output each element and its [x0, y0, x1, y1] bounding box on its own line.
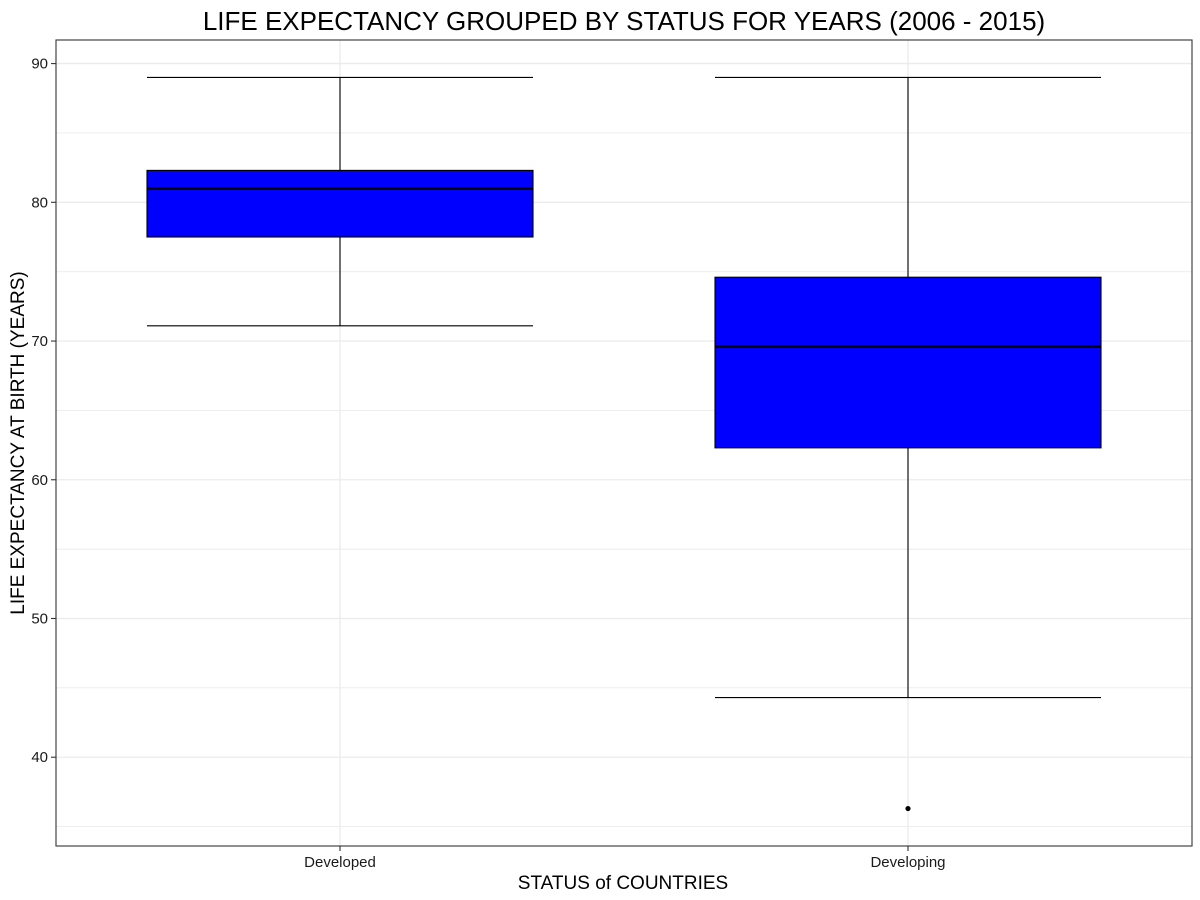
y-tick-label: 80 [31, 194, 48, 211]
outlier-point [905, 805, 911, 812]
y-axis-title: LIFE EXPECTANCY AT BIRTH (YEARS) [8, 271, 29, 615]
x-tick-label: Developed [304, 854, 376, 871]
iqr-box [146, 169, 534, 238]
y-tick-label: 70 [31, 333, 48, 350]
chart-title: LIFE EXPECTANCY GROUPED BY STATUS FOR YE… [203, 6, 1045, 36]
y-tick-label: 50 [31, 610, 48, 627]
plot-area: 40 50 60 70 80 90 Developed Developing [31, 39, 1193, 871]
panel-border [55, 39, 1193, 847]
y-tick-label: 60 [31, 472, 48, 489]
iqr-box [714, 276, 1102, 449]
y-tick-label: 40 [31, 749, 48, 766]
y-tick-label: 90 [31, 56, 48, 73]
x-axis-title: STATUS of COUNTRIES [518, 873, 728, 894]
x-tick-label: Developing [870, 854, 945, 871]
